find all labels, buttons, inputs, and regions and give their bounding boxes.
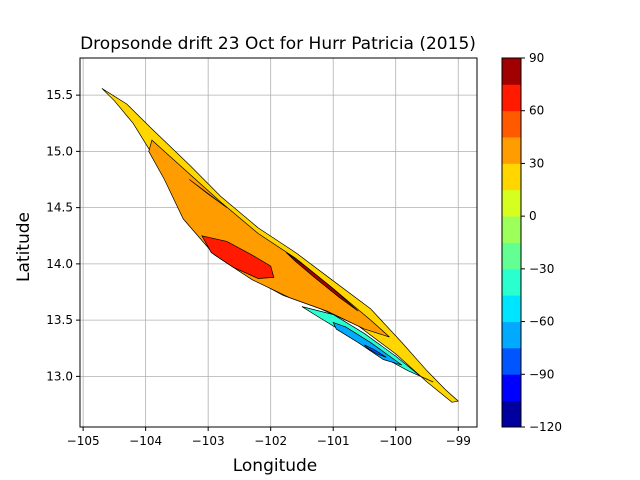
colorbar-band: [502, 216, 521, 243]
contour-fill: [101, 88, 459, 403]
contour-region: [201, 235, 275, 279]
colorbar-band: [502, 58, 521, 85]
colorbar-band: [502, 110, 521, 138]
colorbar-band: [502, 347, 521, 375]
y-tick-label: 15.0: [46, 144, 73, 158]
x-axis-label: Longitude: [233, 456, 318, 476]
x-tick-label: −104: [129, 434, 162, 448]
contour-region: [332, 321, 403, 366]
colorbar-band: [502, 242, 521, 270]
x-axis: −105 −104 −103 −102 −101 −100 −99: [67, 427, 471, 448]
colorbar-band: [502, 137, 521, 164]
x-tick-label: −101: [317, 434, 350, 448]
colorbar-band: [502, 374, 521, 402]
colorbar-tick-label: 0: [529, 209, 537, 223]
x-tick-label: −103: [192, 434, 225, 448]
x-tick-label: −100: [379, 434, 412, 448]
colorbar-band: [502, 321, 521, 349]
contour-region: [286, 252, 359, 312]
contour-region: [364, 344, 387, 358]
colorbar: −120 −90 −60 −30 0 30 60 90: [501, 51, 562, 434]
contour-region: [189, 179, 228, 208]
chart-title: Dropsonde drift 23 Oct for Hurr Patricia…: [80, 34, 476, 54]
y-axis: 13.0 13.5 14.0 14.5 15.0 15.5: [46, 88, 80, 383]
y-tick-label: 13.0: [46, 369, 73, 383]
y-tick-label: 15.5: [46, 88, 73, 102]
y-tick-label: 14.0: [46, 257, 73, 271]
colorbar-tick-label: 30: [529, 156, 544, 170]
y-axis-label: Latitude: [14, 212, 34, 282]
colorbar-tick-label: 90: [529, 51, 544, 65]
colorbar-band: [502, 295, 521, 322]
colorbar-tick-label: 60: [529, 104, 544, 118]
colorbar-frame: [501, 57, 522, 428]
colorbar-band: [502, 400, 521, 428]
colorbar-band: [502, 189, 521, 217]
colorbar-tick-label: −90: [529, 367, 554, 381]
x-tick-label: −102: [254, 434, 287, 448]
colorbar-tick-label: −30: [529, 262, 554, 276]
colorbar-tick-label: −60: [529, 315, 554, 329]
plot-frame: [79, 57, 478, 428]
colorbar-tick-label: −120: [529, 420, 562, 434]
x-tick-label: −99: [446, 434, 471, 448]
colorbar-band: [502, 84, 521, 112]
x-tick-label: −105: [67, 434, 100, 448]
y-tick-label: 13.5: [46, 313, 73, 327]
y-tick-label: 14.5: [46, 201, 73, 215]
colorbar-band: [502, 163, 521, 191]
colorbar-band: [502, 268, 521, 296]
